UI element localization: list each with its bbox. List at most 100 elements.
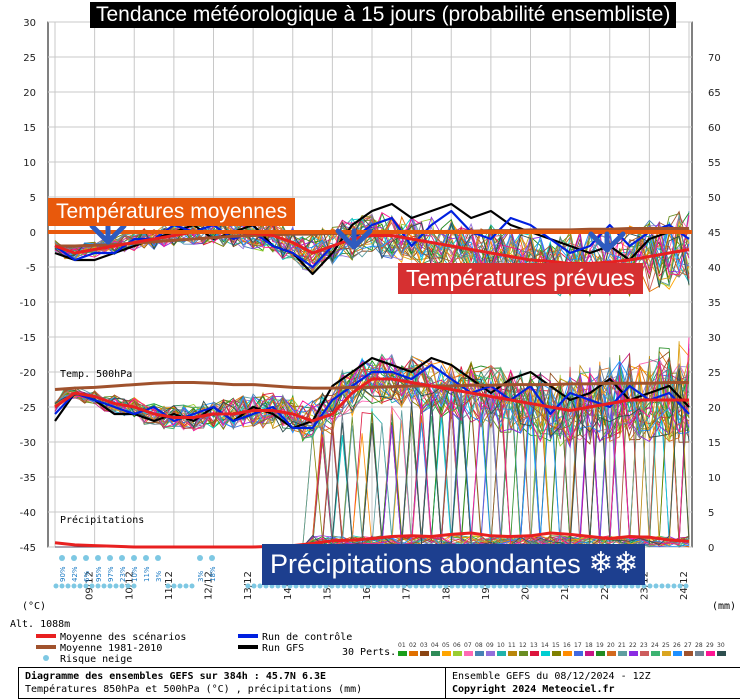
left-tick-label: 10 xyxy=(23,158,36,169)
right-tick-label: 35 xyxy=(708,298,721,309)
snow-risk-icon xyxy=(119,583,125,589)
pert-number: 22 xyxy=(629,642,637,649)
right-tick-label: 25 xyxy=(708,368,721,379)
snow-risk-icon xyxy=(113,583,119,589)
snow-risk-icon xyxy=(125,583,131,589)
snow-risk-icon xyxy=(155,555,161,561)
pert-color-swatch xyxy=(585,651,594,656)
diagram-title: Diagramme des ensembles GEFS sur 384h : … xyxy=(25,671,327,682)
down-arrow-icon xyxy=(335,228,373,250)
snow-risk-icon xyxy=(677,583,683,589)
right-tick-label: 45 xyxy=(708,228,721,239)
pert-color-swatch xyxy=(651,651,660,656)
left-tick-label: -30 xyxy=(20,438,36,449)
left-tick-label: 15 xyxy=(23,123,36,134)
snow-risk-icon xyxy=(257,583,263,589)
pert-number: 08 xyxy=(475,642,483,649)
x-date-label: 17/12 xyxy=(402,571,413,600)
snow-risk-icon xyxy=(647,583,653,589)
main-series xyxy=(48,202,692,549)
left-tick-label: 0 xyxy=(30,228,36,239)
pert-number: 07 xyxy=(464,642,472,649)
snow-risk-icon xyxy=(183,583,189,589)
pert-500-line xyxy=(54,358,690,443)
down-arrow-icon xyxy=(588,231,626,253)
snowflake-icon xyxy=(43,655,49,661)
snow-risk-icon xyxy=(107,555,113,561)
pert-color-swatch xyxy=(453,651,462,656)
snow-risk-icon xyxy=(83,583,89,589)
snow-risk-pct: 90% xyxy=(59,566,67,582)
left-tick-label: 25 xyxy=(23,53,36,64)
right-tick-label: 20 xyxy=(708,403,721,414)
pert-number: 30 xyxy=(717,642,725,649)
pert-color-swatch xyxy=(420,651,429,656)
pert-color-swatch xyxy=(508,651,517,656)
left-tick-label: -15 xyxy=(20,333,36,344)
pert-color-swatch xyxy=(464,651,473,656)
legend: 01 02 03 04 05 06 07 08 09 10 11 12 13 14 15 16 17 18 19 20… xyxy=(36,634,726,661)
snowflake-icon: ❄❄ xyxy=(588,547,639,580)
pert-color-swatch xyxy=(398,651,407,656)
pert-color-swatch xyxy=(673,651,682,656)
temperatures-moyennes-banner: Températures moyennes xyxy=(48,198,296,226)
snow-risk-pct: 95% xyxy=(95,566,103,582)
right-tick-label: 70 xyxy=(708,53,721,64)
pert-number: 16 xyxy=(563,642,571,649)
left-tick-label: -40 xyxy=(20,508,36,519)
snow-risk-icon xyxy=(659,583,665,589)
copyright-label: Copyright 2024 Meteociel.fr xyxy=(452,684,615,695)
blue-arrows xyxy=(89,223,626,253)
snow-risk-icon xyxy=(95,583,101,589)
pert-color-swatch xyxy=(519,651,528,656)
pert-color-swatch xyxy=(695,651,704,656)
right-tick-label: 15 xyxy=(708,438,721,449)
pert-number: 06 xyxy=(453,642,461,649)
pert-number: 13 xyxy=(530,642,538,649)
down-arrow-icon xyxy=(89,223,127,245)
pert-color-swatch xyxy=(552,651,561,656)
x-date-label: 22/12 xyxy=(600,571,611,600)
snow-risk-icon xyxy=(71,555,77,561)
left-tick-label: -45 xyxy=(20,543,36,554)
legend-risque-neige: Risque neige xyxy=(60,654,132,665)
pert-color-swatch xyxy=(442,651,451,656)
pert-number: 21 xyxy=(618,642,626,649)
legend-perts: 30 Perts. xyxy=(342,647,396,658)
legend-moyenne-1981: Moyenne 1981-2010 xyxy=(60,643,162,654)
snow-risk-icon xyxy=(107,583,113,589)
right-tick-label: 55 xyxy=(708,158,721,169)
snow-risk-icon xyxy=(83,555,89,561)
right-tick-label: 65 xyxy=(708,88,721,99)
pert-number: 09 xyxy=(486,642,494,649)
pert-number: 18 xyxy=(585,642,593,649)
pert-color-swatch xyxy=(706,651,715,656)
snow-risk-pct: 3% xyxy=(155,571,163,582)
pert-number: 27 xyxy=(684,642,692,649)
series-500-run-gfs xyxy=(54,356,690,430)
pert-number: 12 xyxy=(519,642,527,649)
pert-number: 15 xyxy=(552,642,560,649)
snow-risk-pct: 18% xyxy=(209,566,217,582)
left-tick-label: 20 xyxy=(23,88,36,99)
pert-number: 20 xyxy=(607,642,615,649)
temperatures-prevues-banner: Températures prévues xyxy=(398,263,643,294)
pert-500-line xyxy=(54,358,690,434)
snow-risk-icon xyxy=(189,583,195,589)
pert-number: 29 xyxy=(706,642,714,649)
pert-number: 17 xyxy=(574,642,582,649)
series-precip-moyenne-des-sc-narios xyxy=(54,531,690,549)
pert-number: 11 xyxy=(508,642,516,649)
right-tick-label: 5 xyxy=(708,508,714,519)
pert-number: 05 xyxy=(442,642,450,649)
diagram-info-box: Diagramme des ensembles GEFS sur 384h : … xyxy=(18,667,447,699)
pert-number: 14 xyxy=(541,642,549,649)
snow-risk-icon xyxy=(177,583,183,589)
snow-risk-icon xyxy=(683,583,689,589)
snow-risk-icon xyxy=(95,555,101,561)
right-tick-label: 0 xyxy=(708,543,714,554)
snow-risk-icon xyxy=(251,583,257,589)
snow-risk-icon xyxy=(53,583,59,589)
pert-color-swatch xyxy=(574,651,583,656)
